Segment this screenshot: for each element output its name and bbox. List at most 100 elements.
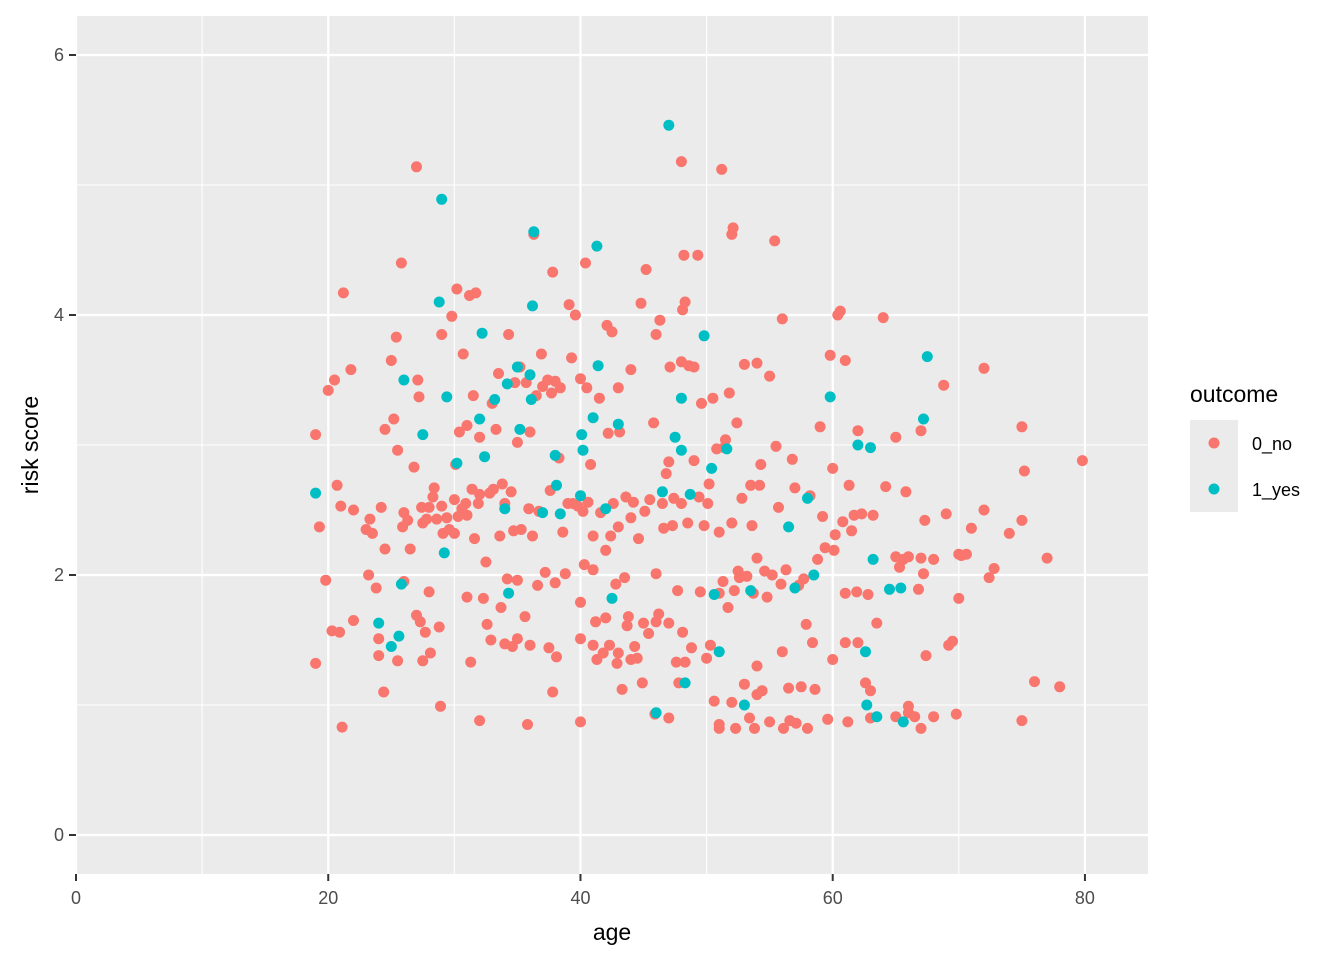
data-point — [527, 530, 538, 542]
legend-label-0_no: 0_no — [1252, 434, 1292, 455]
data-point — [453, 426, 465, 438]
data-point — [600, 503, 612, 515]
data-point — [621, 620, 633, 632]
data-point — [494, 530, 506, 542]
data-point — [658, 522, 670, 534]
data-point — [654, 314, 666, 326]
data-point — [978, 504, 990, 516]
data-point — [706, 462, 718, 474]
data-points — [310, 119, 1088, 734]
series-1_yes — [310, 119, 933, 728]
data-point — [827, 462, 839, 474]
data-point — [606, 592, 618, 604]
data-point — [701, 652, 713, 664]
data-point — [477, 592, 489, 604]
data-point — [884, 583, 895, 595]
data-point — [423, 501, 435, 513]
data-point — [790, 717, 802, 729]
data-point — [834, 305, 846, 317]
data-point — [679, 296, 691, 308]
data-point — [461, 591, 473, 603]
data-point — [587, 412, 599, 424]
data-point — [511, 361, 523, 373]
data-point — [736, 492, 748, 504]
data-point — [837, 516, 849, 528]
x-tick-label: 20 — [318, 888, 338, 908]
data-point — [1016, 421, 1028, 433]
y-tick-label: 0 — [54, 825, 64, 845]
data-point — [978, 362, 990, 374]
data-point — [920, 650, 932, 662]
data-point — [751, 357, 763, 369]
data-point — [606, 326, 618, 338]
data-point — [828, 544, 840, 556]
data-point — [600, 544, 612, 556]
data-point — [636, 677, 648, 689]
data-point — [622, 611, 634, 623]
data-point — [461, 420, 473, 431]
data-point — [575, 490, 586, 502]
data-point — [417, 655, 429, 667]
data-point — [851, 586, 863, 598]
data-point — [713, 722, 725, 734]
data-point — [600, 612, 612, 624]
data-point — [554, 508, 566, 520]
data-point — [503, 329, 515, 340]
data-point — [650, 568, 662, 580]
data-point — [639, 505, 651, 517]
data-point — [756, 685, 768, 697]
legend: outcome 0_no 1_yes — [1190, 381, 1300, 512]
data-point — [643, 628, 655, 639]
data-point — [524, 639, 536, 651]
data-point — [723, 387, 735, 399]
data-point — [591, 240, 603, 252]
data-point — [436, 193, 448, 205]
data-point — [480, 556, 492, 568]
data-point — [727, 222, 739, 234]
data-point — [678, 249, 690, 261]
data-point — [627, 496, 639, 508]
data-point — [783, 521, 795, 533]
data-point — [575, 596, 586, 608]
data-point — [669, 431, 681, 443]
data-point — [448, 494, 460, 506]
data-point — [472, 498, 484, 509]
data-point — [679, 677, 691, 689]
data-point — [605, 530, 617, 542]
data-point — [677, 626, 689, 638]
data-point — [379, 543, 391, 555]
data-point — [754, 479, 766, 491]
data-point — [578, 559, 590, 571]
data-point — [412, 374, 424, 386]
data-point — [385, 641, 397, 652]
data-point — [865, 442, 876, 454]
data-point — [741, 570, 753, 582]
data-point — [587, 639, 599, 651]
data-point — [592, 360, 604, 372]
data-point — [575, 373, 586, 385]
data-point — [539, 566, 551, 578]
data-point — [577, 505, 589, 517]
data-point — [457, 348, 469, 360]
data-point — [638, 617, 649, 629]
data-point — [918, 568, 929, 580]
data-point — [675, 498, 687, 509]
data-point — [470, 287, 482, 299]
y-tick-label: 6 — [54, 45, 64, 65]
data-point — [474, 413, 486, 425]
data-point — [902, 700, 914, 712]
data-point — [1076, 455, 1088, 467]
data-point — [745, 585, 757, 597]
data-point — [511, 574, 523, 586]
data-point — [766, 569, 778, 581]
data-point — [688, 455, 700, 467]
data-point — [843, 479, 855, 491]
data-point — [582, 496, 594, 508]
data-point — [322, 384, 334, 396]
data-point — [612, 418, 624, 430]
data-point — [745, 479, 757, 491]
data-point — [511, 436, 523, 448]
data-point — [663, 119, 675, 131]
data-point — [604, 639, 615, 651]
data-point — [373, 650, 385, 662]
